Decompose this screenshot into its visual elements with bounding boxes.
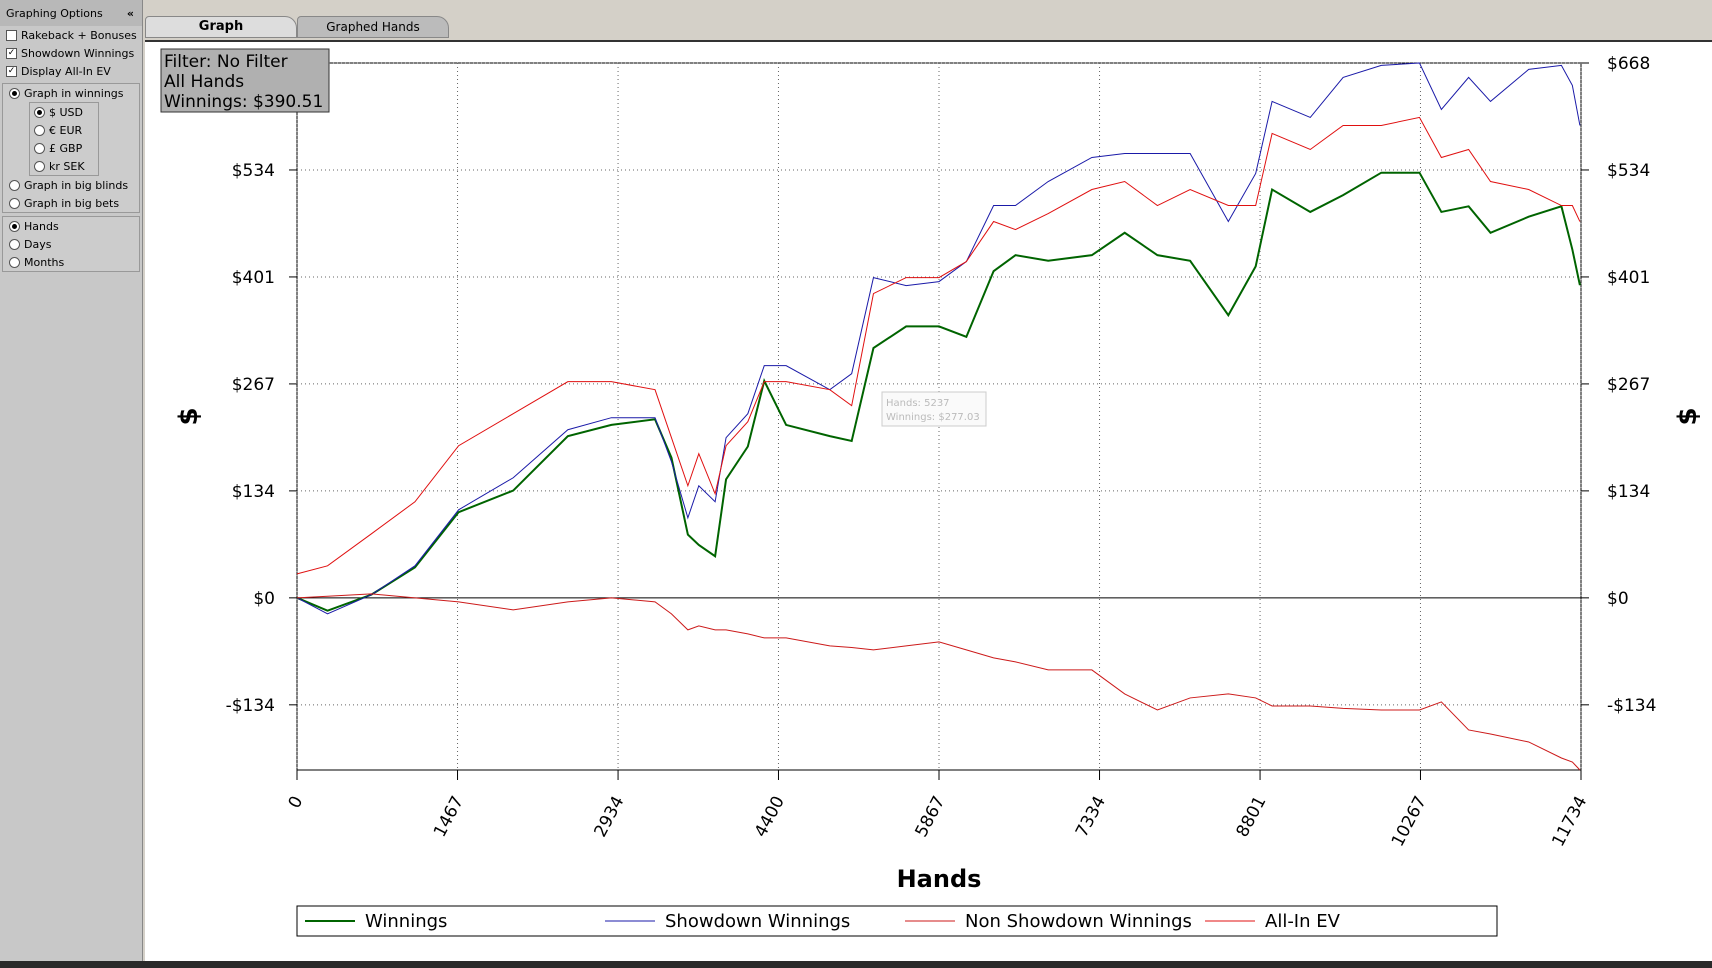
radio-button[interactable] (9, 256, 20, 268)
radio-button[interactable] (34, 160, 45, 172)
option-label: Graph in big bets (24, 196, 120, 210)
radio-button[interactable] (34, 106, 45, 118)
filter-text: Winnings: $390.51 (164, 92, 323, 112)
option[interactable]: kr SEK (30, 157, 98, 175)
option-label: Rakeback + Bonuses (21, 28, 137, 42)
y2-tick-label: $668 (1607, 54, 1650, 74)
x-tick-label: 4400 (751, 793, 789, 841)
x-tick-label: 5867 (911, 793, 949, 841)
option[interactable]: $ USD (30, 103, 98, 121)
option-label: € EUR (49, 123, 83, 137)
series-line (296, 171, 1581, 612)
x-tick-label: 1467 (430, 793, 468, 841)
option-label: $ USD (49, 105, 83, 119)
checkbox[interactable]: ✓ (6, 65, 17, 77)
graph-panel (145, 40, 1712, 961)
option-label: Days (24, 237, 52, 251)
x-axis-label: Hands (897, 865, 982, 893)
tab[interactable]: Graph (145, 16, 297, 38)
x-tick-label: 8801 (1232, 793, 1270, 841)
y-tick-label: $134 (232, 482, 275, 502)
tab-bar: Graph Graphed Hands (145, 16, 449, 38)
checkbox-group: Rakeback + Bonuses ✓ Showdown Winnings ✓ Dis… (0, 26, 142, 80)
radio-button[interactable] (9, 220, 20, 232)
collapse-button[interactable]: « (126, 6, 134, 20)
sidebar: Graphing Options « Rakeback + Bonuses ✓ Sh… (0, 0, 143, 961)
currency-group: $ USD € EUR £ GBP kr SEK (29, 102, 99, 176)
y2-tick-label: $267 (1607, 375, 1650, 395)
option-label: Months (24, 255, 65, 269)
option[interactable]: Hands (3, 217, 139, 235)
radio-button[interactable] (34, 142, 45, 154)
y-tick-label: $0 (253, 589, 275, 609)
option-label: Showdown Winnings (21, 46, 135, 60)
y-tick-label: $267 (232, 375, 275, 395)
y2-axis-label: $ (1673, 407, 1703, 425)
filter-box-bg (160, 48, 330, 113)
series-line (296, 116, 1581, 575)
option-label: Hands (24, 219, 59, 233)
y2-tick-label: $534 (1607, 161, 1650, 181)
x-tick-label: 2934 (590, 793, 628, 841)
option[interactable]: Graph in big bets (3, 194, 139, 212)
series-line (296, 62, 1581, 615)
option-label: kr SEK (49, 159, 85, 173)
legend-label: Showdown Winnings (665, 911, 850, 932)
option[interactable]: Graph in big blinds (3, 176, 139, 194)
x-tick-label: 11734 (1548, 793, 1591, 850)
radio-button[interactable] (9, 238, 20, 250)
option-label: Graph in winnings (24, 86, 124, 100)
legend-label: Non Showdown Winnings (965, 911, 1192, 932)
series-line (296, 593, 1581, 771)
checkbox[interactable]: ✓ (6, 47, 17, 59)
filter-text: All Hands (164, 72, 244, 92)
tooltip: Hands: 5237 Winnings: $277.03 (881, 391, 987, 427)
status-bar (0, 961, 1712, 968)
filter-text: Filter: No Filter (164, 52, 288, 72)
x-tick-label: 0 (285, 793, 308, 812)
y2-tick-label: $134 (1607, 482, 1650, 502)
radio-button[interactable] (9, 179, 20, 191)
option-label: Graph in big blinds (24, 178, 129, 192)
sidebar-title: Graphing Options (6, 6, 103, 20)
period-group: Hands Days Months (2, 216, 140, 272)
y-axis-label: $ (174, 407, 204, 425)
tab[interactable]: Graphed Hands (297, 16, 449, 38)
radio-button[interactable] (34, 124, 45, 136)
y2-tick-label: $0 (1607, 589, 1629, 609)
option[interactable]: Months (3, 253, 139, 271)
legend-label: Winnings (365, 911, 447, 932)
y-tick-label: -$134 (226, 696, 275, 716)
legend-label: All-In EV (1265, 911, 1341, 932)
tooltip-text: Winnings: $277.03 (886, 412, 980, 423)
option[interactable]: Days (3, 235, 139, 253)
option[interactable]: Rakeback + Bonuses (0, 26, 142, 44)
radio-button[interactable] (9, 87, 20, 99)
option[interactable]: Graph in winnings (3, 84, 139, 102)
y-tick-label: $401 (232, 268, 275, 288)
unit-group: Graph in winnings $ USD € EUR £ GBP kr SEK Gr… (2, 83, 140, 213)
x-tick-label: 10267 (1388, 793, 1431, 850)
y2-tick-label: $401 (1607, 268, 1650, 288)
option-label: Display All-In EV (21, 64, 111, 78)
radio-button[interactable] (9, 197, 20, 209)
option[interactable]: € EUR (30, 121, 98, 139)
option[interactable]: £ GBP (30, 139, 98, 157)
option-label: £ GBP (49, 141, 83, 155)
legend-box (296, 905, 1498, 937)
tooltip-text: Hands: 5237 (886, 398, 950, 409)
checkbox[interactable] (6, 29, 17, 41)
option[interactable]: ✓ Showdown Winnings (0, 44, 142, 62)
x-tick-label: 7334 (1072, 793, 1110, 841)
tooltip-bg (881, 391, 987, 427)
y-tick-label: $534 (232, 161, 275, 181)
option[interactable]: ✓ Display All-In EV (0, 62, 142, 80)
y2-tick-label: -$134 (1607, 696, 1656, 716)
